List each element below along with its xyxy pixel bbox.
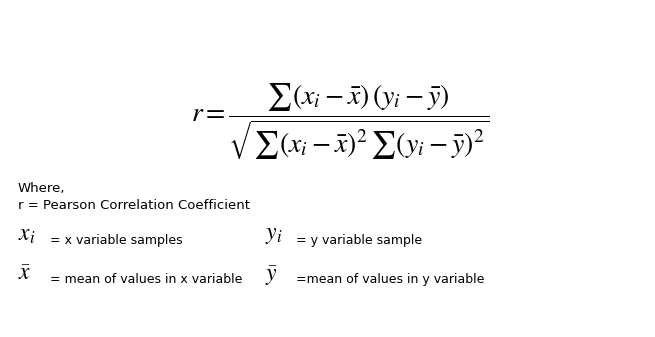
- Text: $x_i$: $x_i$: [18, 225, 35, 246]
- Text: $\bar{y}$: $\bar{y}$: [265, 264, 278, 288]
- Text: $\bar{x}$: $\bar{x}$: [18, 264, 31, 285]
- Text: = mean of values in x variable: = mean of values in x variable: [50, 273, 242, 286]
- Text: $r = \dfrac{\sum (x_i - \bar{x})\,(y_i - \bar{y})}{\sqrt{\sum (x_i - \bar{x})^2\: $r = \dfrac{\sum (x_i - \bar{x})\,(y_i -…: [191, 82, 489, 162]
- Text: Where,: Where,: [18, 182, 66, 195]
- Text: = x variable samples: = x variable samples: [50, 234, 183, 247]
- Text: =mean of values in y variable: =mean of values in y variable: [296, 273, 485, 286]
- Text: r = Pearson Correlation Coefficient: r = Pearson Correlation Coefficient: [18, 199, 250, 212]
- Text: $y_i$: $y_i$: [265, 225, 282, 246]
- Text: = y variable sample: = y variable sample: [296, 234, 422, 247]
